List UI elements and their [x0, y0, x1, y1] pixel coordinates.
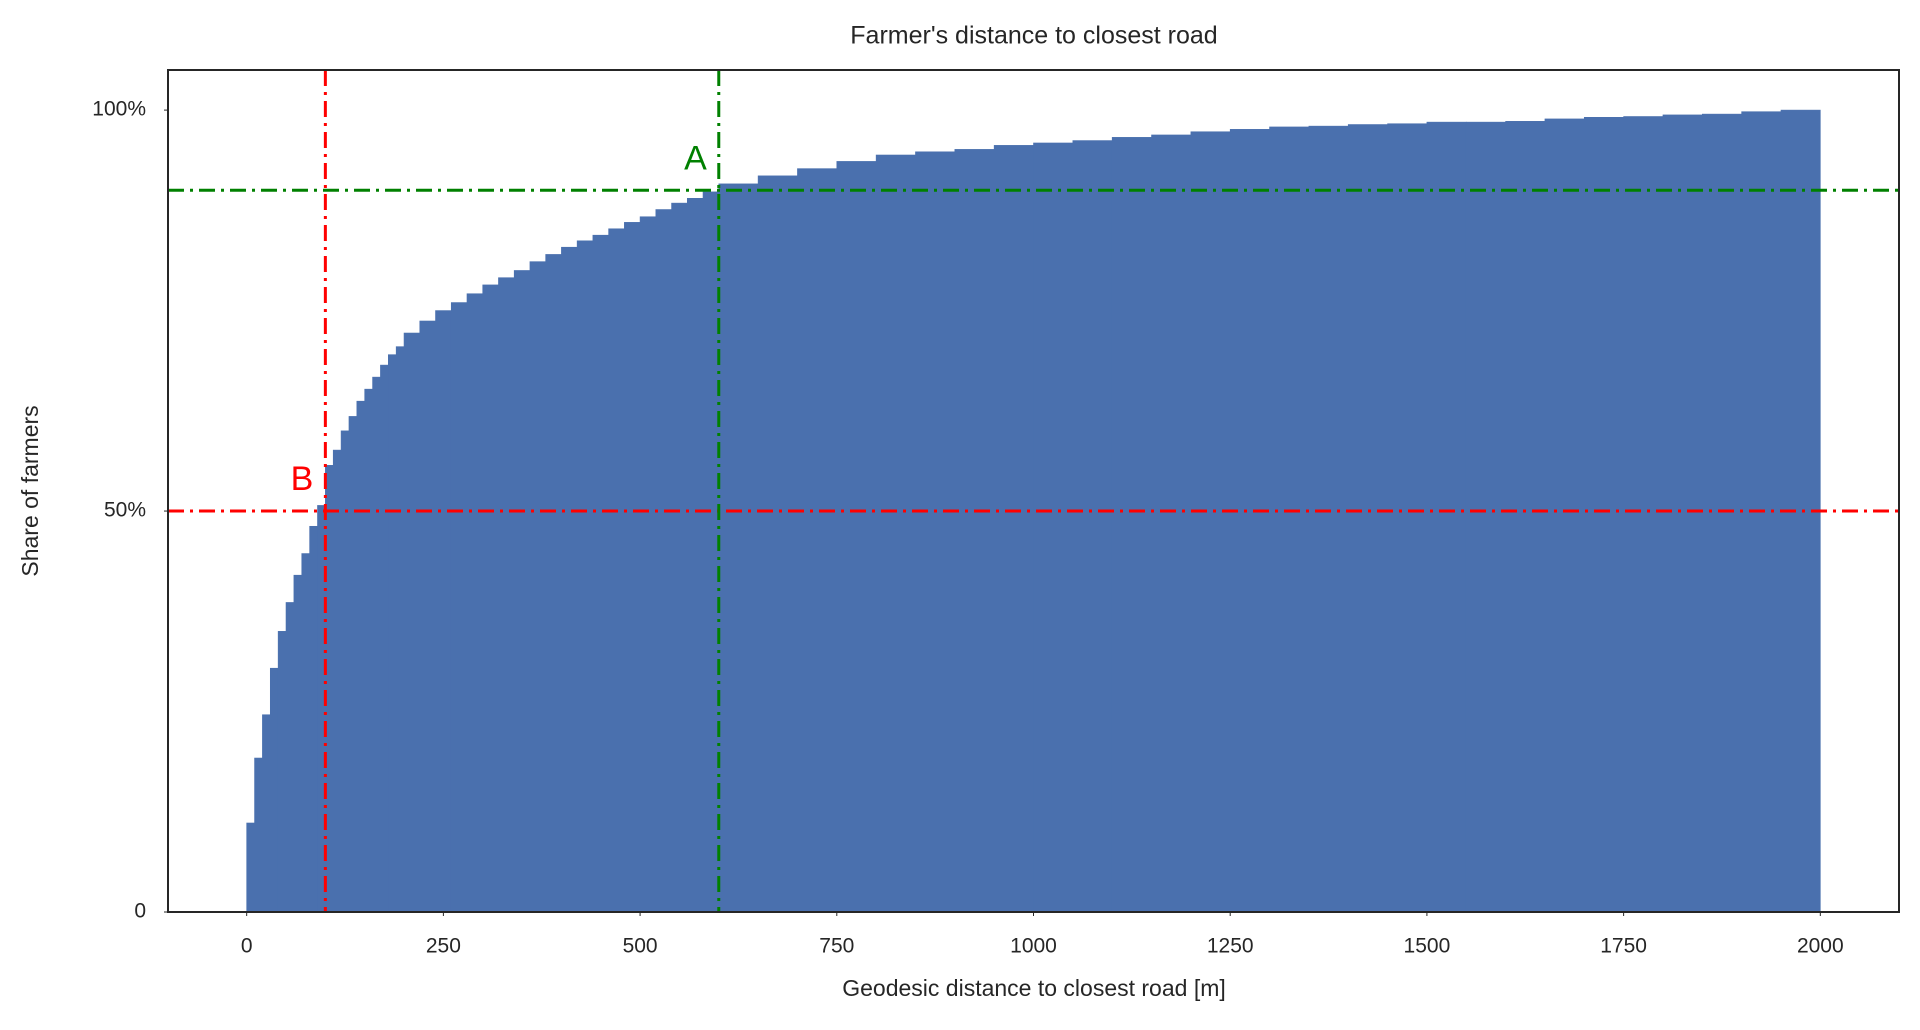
y-axis-label: Share of farmers — [17, 405, 43, 576]
x-tick-label: 750 — [819, 935, 854, 958]
bar — [419, 320, 436, 913]
bar — [671, 202, 688, 913]
bar — [254, 757, 263, 913]
bar — [1308, 125, 1349, 913]
bar — [348, 416, 358, 913]
bar — [1426, 121, 1467, 913]
bar — [1505, 121, 1546, 913]
bar — [498, 277, 515, 913]
y-tick-label: 0 — [134, 900, 146, 923]
chart-title: Farmer's distance to closest road — [850, 22, 1217, 50]
x-tick-label: 2000 — [1797, 935, 1844, 958]
bar — [1544, 118, 1585, 913]
annotation: A — [684, 139, 707, 177]
bar — [513, 270, 531, 913]
bar — [332, 449, 342, 913]
bar — [309, 525, 318, 913]
bar — [624, 222, 641, 913]
bar — [277, 631, 287, 913]
bar — [545, 254, 562, 913]
bar — [561, 246, 578, 913]
bar — [388, 354, 397, 913]
x-tick-label: 1000 — [1010, 935, 1057, 958]
plot-frame — [167, 69, 1900, 913]
bar — [364, 388, 373, 913]
x-tick-label: 1750 — [1600, 935, 1647, 958]
bar — [285, 602, 295, 913]
bar — [576, 240, 594, 913]
bar — [435, 310, 452, 913]
bar — [1662, 114, 1703, 913]
bar — [875, 154, 916, 913]
bar — [915, 151, 956, 913]
bar — [293, 574, 303, 913]
bar — [262, 714, 271, 913]
bar — [1583, 117, 1624, 913]
bar — [757, 175, 798, 913]
bar — [1269, 126, 1310, 913]
bar — [954, 149, 995, 913]
bar — [1190, 131, 1231, 913]
bar — [993, 145, 1034, 913]
x-tick-label: 0 — [241, 935, 253, 958]
bar — [1033, 142, 1074, 913]
bar — [608, 228, 625, 913]
x-tick-label: 250 — [426, 935, 461, 958]
bar — [686, 198, 704, 913]
bar — [1111, 137, 1152, 913]
y-tick-label: 50% — [104, 499, 146, 522]
bar — [1347, 124, 1388, 913]
bar — [450, 302, 468, 913]
x-tick-label: 1250 — [1207, 935, 1254, 958]
bar — [1072, 140, 1113, 913]
bar — [1623, 116, 1664, 913]
bar — [718, 183, 759, 913]
x-tick-label: 1500 — [1404, 935, 1451, 958]
bar — [380, 364, 389, 913]
annotation: B — [291, 460, 314, 498]
bar — [340, 430, 350, 913]
bar — [1701, 113, 1742, 913]
bar — [301, 553, 310, 913]
bar — [1229, 129, 1270, 913]
bar — [702, 191, 720, 913]
bar — [797, 168, 838, 913]
bar — [1465, 121, 1506, 913]
bar — [246, 822, 255, 913]
bar — [269, 667, 279, 913]
bar — [1387, 123, 1428, 913]
x-tick-label: 500 — [623, 935, 658, 958]
bar — [482, 284, 499, 913]
bar — [466, 293, 484, 913]
bar — [836, 161, 877, 913]
bar — [1151, 134, 1192, 913]
bar — [395, 346, 405, 913]
bar — [655, 209, 672, 913]
bar — [403, 332, 421, 913]
y-tick-label: 100% — [92, 98, 146, 121]
bar — [639, 216, 657, 913]
bar — [372, 376, 381, 913]
bar — [529, 261, 546, 913]
x-axis-label: Geodesic distance to closest road [m] — [842, 975, 1226, 1001]
bar — [592, 234, 609, 913]
bar — [356, 400, 366, 913]
